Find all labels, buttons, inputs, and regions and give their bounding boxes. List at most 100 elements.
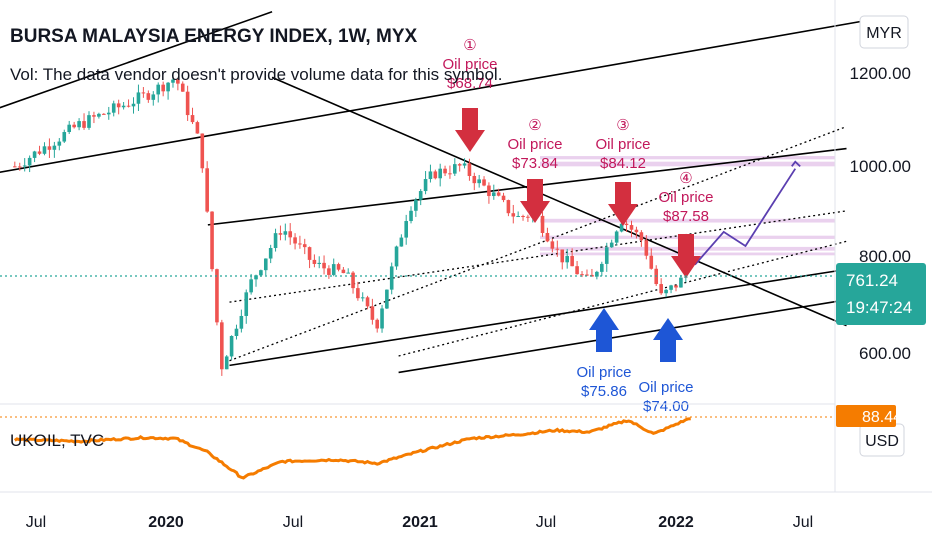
candle-body — [102, 113, 106, 115]
candle-body — [423, 179, 428, 192]
candle-body — [126, 105, 131, 107]
candle-body — [375, 319, 380, 329]
candle-body — [273, 233, 278, 249]
annotation-label: Oil price — [442, 56, 497, 73]
candle-body — [151, 94, 156, 100]
up-arrow-icon — [653, 318, 683, 340]
channel-main-bottom — [229, 268, 847, 367]
down-arrow-icon — [527, 179, 543, 203]
candle-body — [385, 289, 389, 309]
candle-body — [317, 262, 322, 264]
candle-body — [312, 259, 317, 264]
candlestick-series — [13, 72, 688, 376]
x-tick-label: Jul — [793, 514, 813, 531]
candle-body — [17, 166, 22, 168]
candle-body — [351, 272, 355, 289]
currency-badge-lower-label: USD — [865, 433, 899, 450]
candle-body — [526, 216, 530, 218]
candle-body — [111, 103, 116, 113]
oil-last-label — [836, 405, 896, 427]
candle-body — [27, 157, 32, 166]
chart-title: BURSA MALAYSIA ENERGY INDEX, 1W, MYX — [10, 26, 417, 47]
x-tick-label: 2021 — [402, 514, 438, 531]
candle-body — [141, 92, 146, 94]
candle-body — [565, 256, 569, 263]
candle-body — [239, 315, 244, 329]
channel-descending — [271, 76, 847, 327]
candle-body — [521, 216, 525, 218]
annotation-value: $75.86 — [581, 383, 627, 400]
candle-body — [244, 292, 249, 316]
currency-badge-main[interactable] — [859, 15, 909, 49]
candle-body — [121, 105, 126, 108]
candle-body — [307, 247, 312, 260]
down-arrow-icon — [615, 182, 631, 206]
candle-body — [550, 241, 555, 249]
candle-body — [540, 215, 545, 233]
candle-body — [22, 165, 27, 167]
candle-body — [341, 269, 346, 274]
candle-body — [501, 195, 506, 201]
price-band — [540, 218, 835, 223]
candle-body — [185, 91, 190, 116]
down-arrow-icon — [678, 234, 694, 258]
down-arrow-icon — [455, 130, 485, 152]
candle-body — [254, 275, 258, 280]
x-tick-label: Jul — [536, 514, 556, 531]
annotation-value: $84.12 — [600, 155, 646, 172]
candle-body — [220, 322, 224, 370]
annotation-marker: ① — [463, 37, 476, 54]
candle-body — [32, 151, 37, 158]
annotation-value: $87.58 — [663, 208, 709, 225]
candle-body — [229, 336, 234, 357]
candle-body — [176, 79, 180, 84]
up-arrow-icon — [660, 338, 676, 362]
candle-body — [448, 173, 452, 175]
candle-body — [336, 264, 341, 270]
candle-body — [506, 200, 511, 214]
candle-body — [639, 232, 644, 241]
candle-body — [298, 243, 302, 245]
y-tick-label: 1000.00 — [850, 157, 911, 176]
candle-body — [161, 84, 165, 92]
candle-body — [414, 199, 418, 211]
candle-body — [380, 308, 384, 329]
candle-body — [580, 274, 584, 276]
candle-body — [679, 277, 683, 288]
candle-body — [511, 213, 516, 217]
candle-body — [457, 164, 462, 166]
x-tick-label: Jul — [283, 514, 303, 531]
candle-body — [418, 191, 423, 200]
candle-body — [205, 168, 209, 212]
candle-body — [156, 84, 161, 95]
annotation-value: $74.00 — [643, 398, 689, 415]
oil-line-series — [0, 416, 835, 480]
candle-body — [77, 121, 81, 128]
candle-body — [346, 272, 351, 274]
candle-body — [72, 124, 76, 128]
candle-body — [545, 232, 550, 242]
candle-body — [82, 121, 86, 128]
candle-body — [356, 288, 360, 299]
candle-body — [13, 166, 17, 168]
up-arrow-icon — [589, 308, 619, 330]
price-band — [540, 156, 835, 160]
candle-body — [190, 115, 195, 123]
candle-body — [131, 103, 136, 107]
candle-body — [674, 285, 678, 288]
volume-note: Vol: The data vendor doesn't provide vol… — [10, 65, 502, 84]
down-arrow-icon — [462, 108, 478, 132]
candle-body — [210, 211, 214, 270]
candle-body — [644, 240, 649, 256]
candle-body — [331, 264, 336, 275]
candle-body — [409, 210, 413, 222]
down-arrow-icon — [520, 201, 550, 223]
annotation-marker: ③ — [616, 117, 629, 134]
price-band — [540, 161, 835, 167]
channel-upper-left-top — [0, 11, 273, 109]
candle-body — [669, 285, 673, 290]
y-tick-label: 600.00 — [859, 344, 911, 363]
down-arrow-icon — [671, 256, 701, 278]
